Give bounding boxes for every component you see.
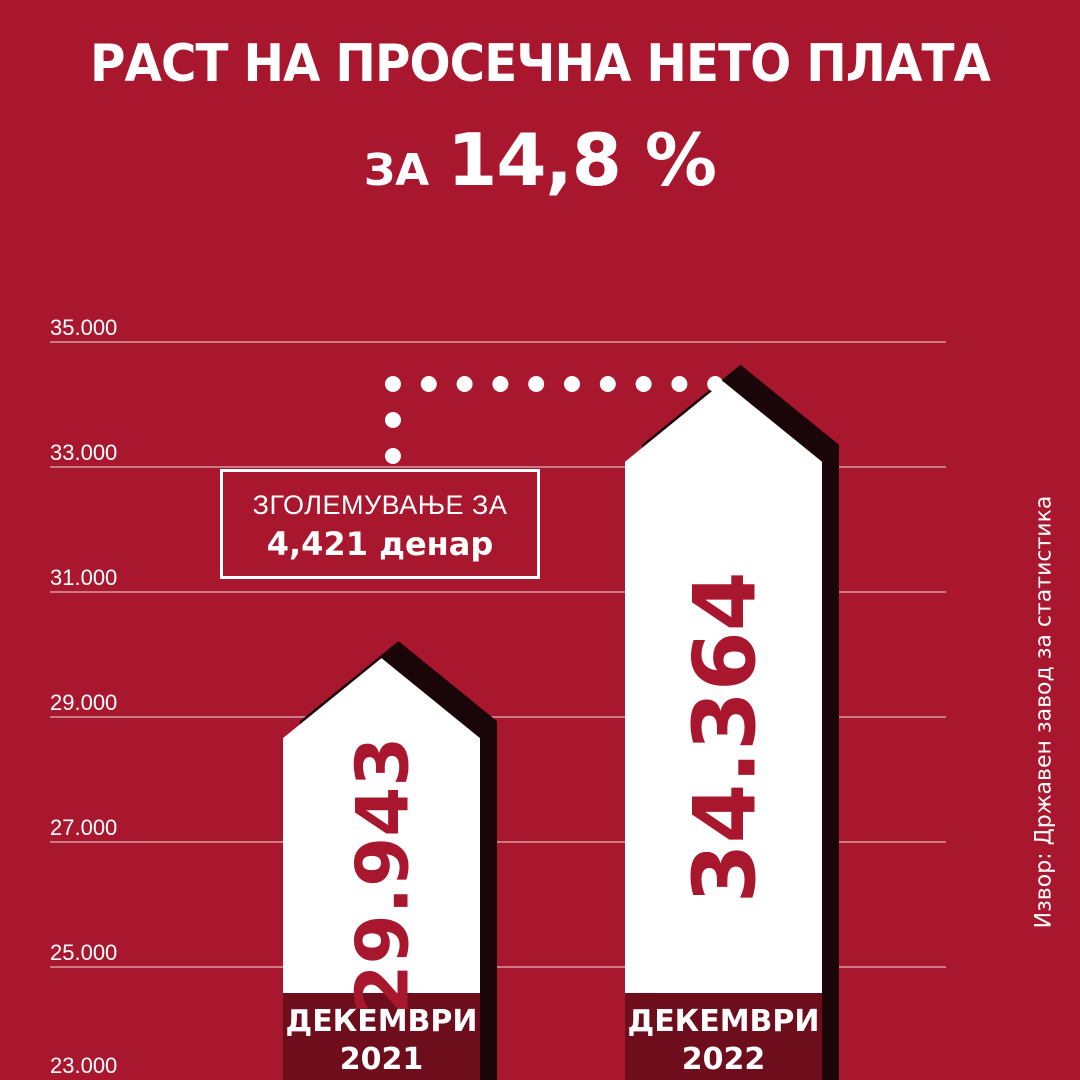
y-tick-label: 29.000: [50, 690, 117, 715]
connector-dot: [707, 376, 724, 392]
callout-value: 4,421 денар: [266, 525, 494, 563]
connector-dot: [564, 376, 580, 392]
data-label: 29.943: [340, 737, 424, 1015]
y-tick-label: 23.000: [50, 1053, 117, 1078]
connector-dot: [599, 376, 616, 392]
y-tick-label: 31.000: [50, 565, 117, 590]
callout-label: ЗГОЛЕМУВАЊЕ ЗА: [252, 490, 508, 520]
connector-dot: [385, 448, 401, 464]
chart-title: РАСТ НА ПРОСЕЧНА НЕТО ПЛАТА: [89, 34, 991, 94]
connector-dot: [385, 376, 401, 392]
category-label-box: [283, 993, 480, 1080]
connector-dot: [456, 376, 473, 392]
x-tick-label: ДЕКЕМВРИ: [627, 1004, 819, 1039]
y-tick-label: 25.000: [50, 940, 117, 965]
x-tick-label: 2021: [340, 1042, 424, 1077]
x-tick-label: ДЕКЕМВРИ: [285, 1004, 477, 1039]
bar: [625, 381, 822, 1080]
chart-subtitle: ЗА 14,8 %: [0, 118, 1080, 222]
connector-dot: [671, 376, 688, 392]
connector-dot: [528, 376, 545, 392]
growth-percent: 14,8 %: [447, 118, 717, 202]
y-tick-label: 27.000: [50, 815, 117, 840]
x-tick-label: 2022: [682, 1042, 766, 1077]
connector-dot: [492, 376, 509, 392]
subtitle-prefix: ЗА: [363, 145, 430, 196]
category-label-box: [625, 993, 822, 1080]
connector-dot: [420, 376, 437, 392]
source-note: Извор: Државен завод за статистика: [1031, 495, 1057, 929]
connector-dot: [635, 376, 652, 392]
data-label: 34.364: [675, 571, 775, 903]
connector-dot: [385, 412, 401, 428]
y-tick-label: 33.000: [50, 440, 117, 465]
bar: [283, 658, 480, 1080]
y-tick-label: 35.000: [50, 315, 117, 340]
increase-callout: ЗГОЛЕМУВАЊЕ ЗА 4,421 денар: [220, 469, 540, 579]
